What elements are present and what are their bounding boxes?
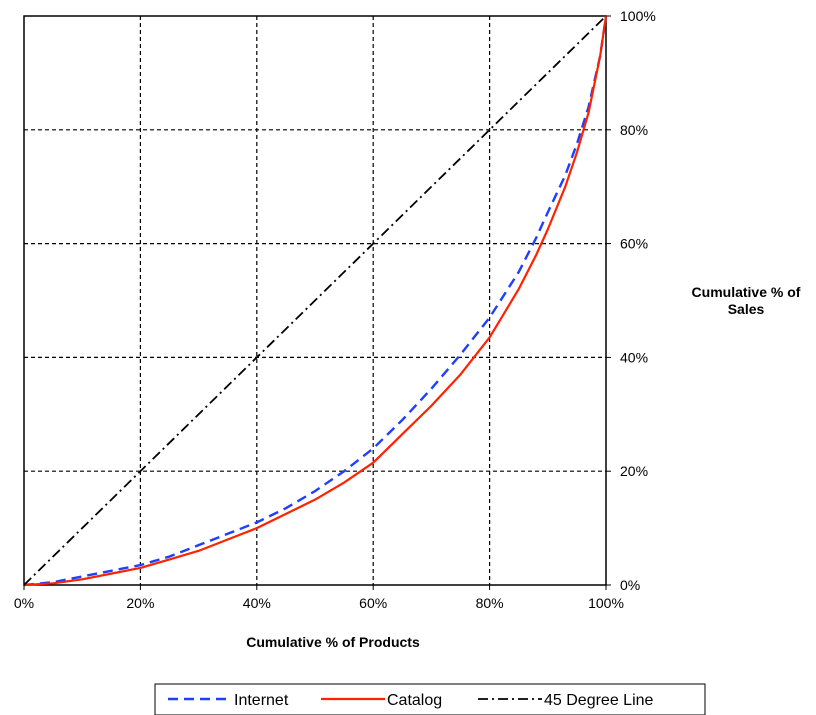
x-tick-label: 0% [14, 595, 34, 611]
x-tick-label: 40% [243, 595, 271, 611]
series-group [23, 15, 608, 587]
series-line-catalog [23, 15, 608, 587]
y-axis-ticks: 0% 20% 40% 60% 80% 100% [606, 8, 656, 593]
series-line-45-degree-line [23, 15, 607, 586]
plot-area-border [23, 15, 607, 586]
y-tick-label: 100% [620, 8, 656, 24]
y-tick-label: 60% [620, 236, 648, 252]
legend-label: Internet [234, 692, 289, 709]
x-axis-title: Cumulative % of Products [246, 634, 420, 650]
y-tick-label: 20% [620, 463, 648, 479]
x-axis-ticks: 0% 20% 40% 60% 80% 100% [14, 585, 624, 611]
grid [24, 16, 606, 585]
legend-box [154, 683, 706, 715]
x-tick-label: 60% [359, 595, 387, 611]
y-tick-label: 80% [620, 122, 648, 138]
x-tick-label: 80% [476, 595, 504, 611]
x-tick-label: 20% [126, 595, 154, 611]
y-tick-label: 40% [620, 349, 648, 365]
legend-label: Catalog [387, 692, 442, 709]
legend: Internet Catalog 45 Degree Line [154, 683, 706, 715]
series-line-internet [23, 15, 608, 587]
legend-label: 45 Degree Line [544, 692, 654, 709]
x-tick-label: 100% [588, 595, 624, 611]
y-tick-label: 0% [620, 577, 640, 593]
y-axis-title: Cumulative % of Sales [692, 284, 801, 317]
